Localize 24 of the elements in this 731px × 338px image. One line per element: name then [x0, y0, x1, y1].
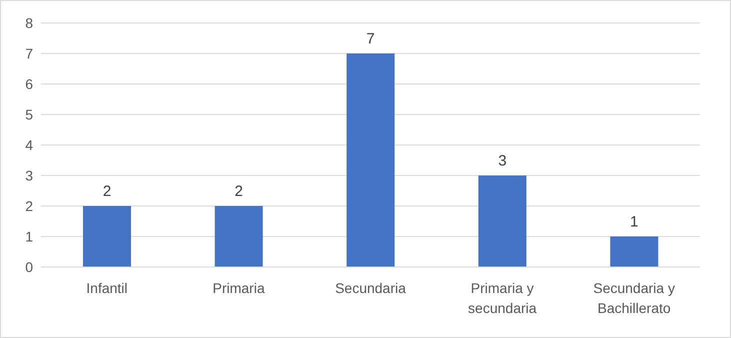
- y-tick-label: 3: [25, 167, 34, 184]
- data-label: 7: [366, 30, 375, 48]
- x-tick-label: Primaria y secundaria: [468, 280, 537, 316]
- y-tick-label: 4: [25, 136, 34, 153]
- y-tick-label: 0: [25, 258, 34, 275]
- y-tick-label: 6: [25, 76, 34, 92]
- x-tick-label: Primaria: [212, 280, 265, 296]
- bar: [610, 236, 658, 267]
- data-label: 2: [234, 183, 243, 200]
- data-label: 3: [498, 152, 507, 170]
- x-tick-label: Infantil: [86, 280, 128, 296]
- y-tick-label: 5: [25, 106, 34, 122]
- y-tick-label: 2: [25, 198, 34, 214]
- y-tick-label: 7: [25, 45, 34, 62]
- x-tick-label: Secundaria: [335, 280, 406, 296]
- x-tick-label: Secundaria y Bachillerato: [593, 280, 675, 316]
- y-tick-label: 8: [25, 14, 34, 31]
- bar: [478, 176, 526, 267]
- data-label: 1: [630, 214, 638, 230]
- y-tick-label: 1: [25, 228, 34, 244]
- bar: [83, 206, 131, 267]
- bar: [214, 206, 263, 267]
- bar: [346, 54, 395, 267]
- data-label: 2: [102, 183, 112, 200]
